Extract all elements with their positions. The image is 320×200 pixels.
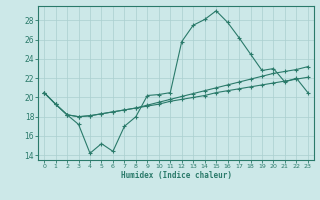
X-axis label: Humidex (Indice chaleur): Humidex (Indice chaleur) — [121, 171, 231, 180]
